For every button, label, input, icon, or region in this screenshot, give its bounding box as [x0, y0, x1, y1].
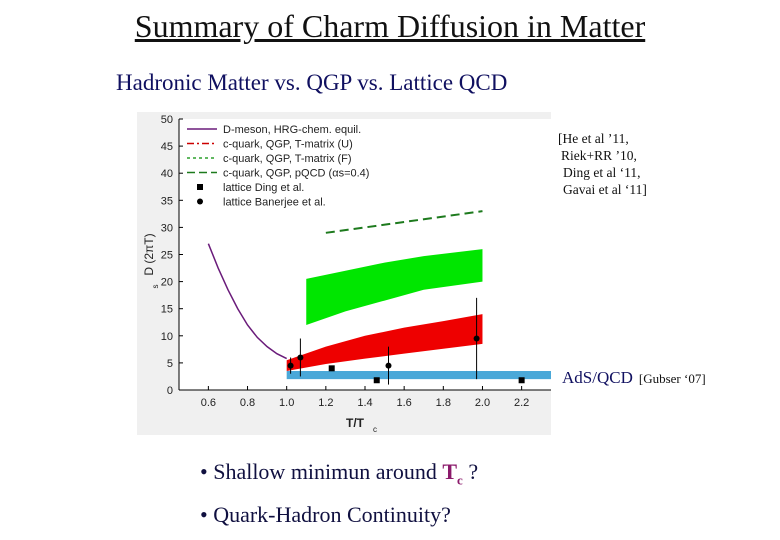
y-tick-label: 30: [161, 222, 173, 234]
charm-diffusion-chart: 0 5 10 15 20 25 30 35 40 45 50 0.6 0.8 1.0 1.2 1.4 1.6 1.…: [137, 112, 551, 435]
x-tick-label: 1.0: [279, 397, 294, 409]
bullet-text: • Shallow minimun around: [200, 459, 443, 484]
bullet-item: • Quark-Hadron Continuity?: [200, 502, 451, 528]
y-axis-label-subscript: s: [151, 285, 160, 289]
y-axis-label: D (2πT): [142, 233, 156, 275]
y-tick-label: 25: [161, 250, 173, 262]
x-tick-label: 1.6: [397, 397, 412, 409]
lattice-banerjee-point: [473, 335, 480, 342]
ads-qcd-band: [286, 371, 551, 380]
x-tick-label: 0.6: [201, 397, 216, 409]
y-tick-label: 40: [161, 168, 173, 180]
d-meson-curve: [207, 243, 288, 360]
legend-label: lattice Ding et al.: [223, 182, 304, 194]
y-tick-label: 35: [161, 195, 173, 207]
tc-subscript: c: [457, 472, 463, 488]
ads-qcd-label: AdS/QCD: [562, 368, 633, 387]
x-axis-label-subscript: c: [373, 425, 377, 434]
lattice-banerjee-point: [287, 362, 294, 369]
legend-marker: [197, 184, 203, 190]
legend-marker: [197, 198, 203, 205]
ads-qcd-citation: [Gubser ‘07]: [638, 371, 706, 386]
slide-title: Summary of Charm Diffusion in Matter: [134, 8, 646, 44]
reference-line: Gavai et al ‘11]: [563, 182, 647, 197]
x-axis-label: T/T: [346, 416, 365, 430]
y-tick-label: 0: [167, 385, 173, 397]
slide-subtitle: Hadronic Matter vs. QGP vs. Lattice QCD: [116, 70, 508, 95]
reference-line: [He et al ’11,: [558, 131, 629, 146]
bullet-text: ?: [462, 459, 479, 484]
x-tick-label: 1.8: [436, 397, 451, 409]
reference-line: Ding et al ‘11,: [563, 165, 641, 180]
references: [He et al ’11, Riek+RR ’10, Ding et al ‘…: [558, 130, 647, 198]
y-tick-label: 45: [161, 141, 173, 153]
y-tick-label: 10: [161, 331, 173, 343]
legend-label: c-quark, QGP, T-matrix (F): [223, 153, 352, 165]
y-tick-label: 15: [161, 304, 173, 316]
ads-qcd-annotation: AdS/QCD [Gubser ‘07]: [562, 368, 706, 388]
legend-label: D-meson, HRG-chem. equil.: [223, 124, 361, 136]
y-tick-label: 20: [161, 277, 173, 289]
red-tmatrix-band: [286, 314, 483, 372]
x-tick-label: 0.8: [240, 397, 255, 409]
x-tick-label: 1.2: [318, 397, 333, 409]
x-tick-label: 2.2: [514, 397, 529, 409]
pqcd-line: [325, 210, 483, 234]
tc-symbol: T: [442, 459, 458, 484]
lattice-point: [328, 365, 335, 372]
lattice-ding-point: [518, 377, 525, 384]
legend-label: lattice Banerjee et al.: [223, 197, 326, 209]
legend-label: c-quark, QGP, pQCD (αs=0.4): [223, 168, 369, 180]
green-tmatrix-band: [306, 249, 483, 325]
bullet-list: • Shallow minimun around Tc ? • Quark-Ha…: [200, 454, 478, 532]
bullet-item: • Shallow minimun around Tc ?: [200, 454, 478, 497]
lattice-banerjee-point: [385, 362, 392, 369]
x-tick-label: 2.0: [475, 397, 490, 409]
x-tick-label: 1.4: [357, 397, 372, 409]
lattice-banerjee-point: [297, 354, 304, 361]
lattice-ding-point: [373, 377, 380, 384]
legend-label: c-quark, QGP, T-matrix (U): [223, 139, 353, 151]
y-tick-label: 5: [167, 358, 173, 370]
y-tick-label: 50: [161, 114, 173, 126]
reference-line: Riek+RR ’10,: [561, 148, 637, 163]
